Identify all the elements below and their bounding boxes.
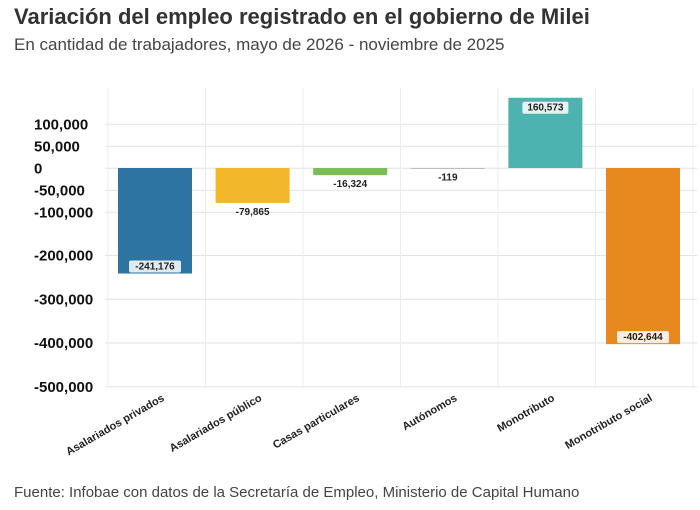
y-tick-label: -400,000 — [34, 335, 93, 352]
category-label: Monotributo social — [563, 392, 654, 452]
data-label: -402,644 — [623, 332, 663, 343]
data-label-bg — [617, 331, 669, 344]
y-tick-label: -200,000 — [34, 248, 93, 265]
bar-asalariados-p-blico — [215, 168, 290, 203]
y-gridlines — [105, 88, 697, 388]
data-label-bg — [522, 101, 569, 114]
y-tick-label: 0 — [34, 160, 42, 177]
category-label: Monotributo — [495, 392, 557, 435]
chart-subtitle: En cantidad de trabajadores, mayo de 202… — [14, 35, 505, 54]
category-label: Autónomos — [400, 392, 459, 433]
data-label: -16,324 — [333, 179, 367, 190]
data-label: 160,573 — [527, 103, 564, 114]
bar-casas-particulares — [313, 168, 388, 176]
data-label-bg — [129, 260, 181, 273]
source-note: Fuente: Infobae con datos de la Secretar… — [14, 484, 580, 501]
data-label: -79,865 — [236, 207, 270, 218]
y-tick-label: 100,000 — [34, 116, 88, 133]
category-label: Asalariados público — [168, 392, 265, 455]
data-label: -119 — [438, 173, 458, 184]
y-tick-label: -300,000 — [34, 291, 93, 308]
chart-title: Variación del empleo registrado en el go… — [14, 4, 590, 29]
y-tick-label: -100,000 — [34, 204, 93, 221]
bar-aut-nomos — [410, 168, 485, 169]
bar-chart: 100,000 50,000 0 -50,000 -100,000 -200,000 -30… — [34, 88, 697, 458]
y-tick-label: 50,000 — [34, 138, 80, 155]
category-label: Asalariados privados — [64, 392, 166, 458]
y-tick-label: -50,000 — [34, 182, 85, 199]
category-label: Casas particulares — [271, 392, 362, 451]
y-tick-label: -500,000 — [34, 379, 93, 396]
bar-monotributo-social — [606, 168, 680, 345]
data-label: -241,176 — [135, 262, 175, 273]
bar-asalariados-privados — [118, 168, 192, 274]
